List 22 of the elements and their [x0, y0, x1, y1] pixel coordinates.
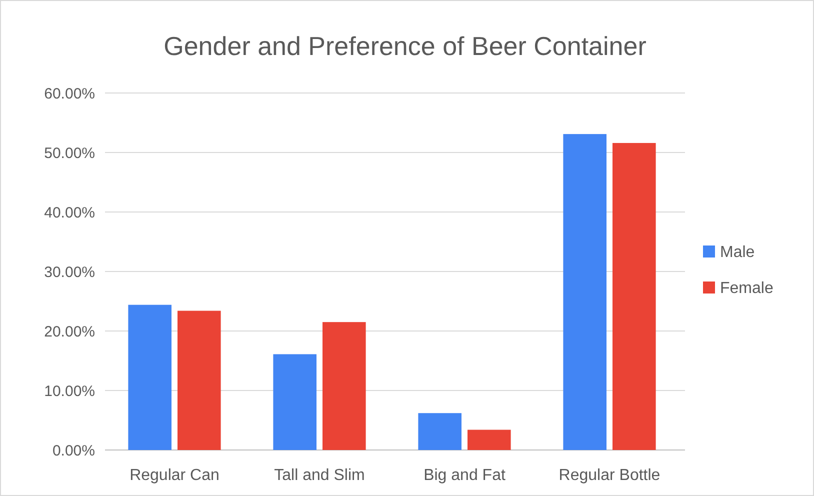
bar: [128, 304, 172, 450]
legend-label: Male: [720, 244, 755, 262]
x-tick-label: Tall and Slim: [274, 467, 365, 484]
y-tick-label: 10.00%: [44, 382, 95, 400]
bar: [178, 310, 221, 450]
bar: [273, 354, 316, 450]
y-tick-label: 60.00%: [44, 85, 95, 102]
y-tick-label: 20.00%: [44, 323, 95, 340]
y-tick-label: 0.00%: [52, 442, 95, 460]
bar: [322, 322, 366, 450]
bar: [418, 413, 462, 450]
x-tick-label: Big and Fat: [424, 467, 506, 484]
bar: [612, 142, 656, 450]
bar: [468, 430, 511, 450]
legend-label: Female: [720, 280, 774, 298]
y-tick-label: 30.00%: [44, 264, 95, 281]
y-tick-label: 50.00%: [44, 144, 95, 162]
chart-title: Gender and Preference of Beer Container: [164, 31, 647, 61]
x-tick-label: Regular Bottle: [558, 467, 660, 484]
bar: [563, 134, 606, 450]
y-tick-label: 40.00%: [44, 204, 95, 222]
x-tick-label: Regular Can: [130, 467, 220, 484]
